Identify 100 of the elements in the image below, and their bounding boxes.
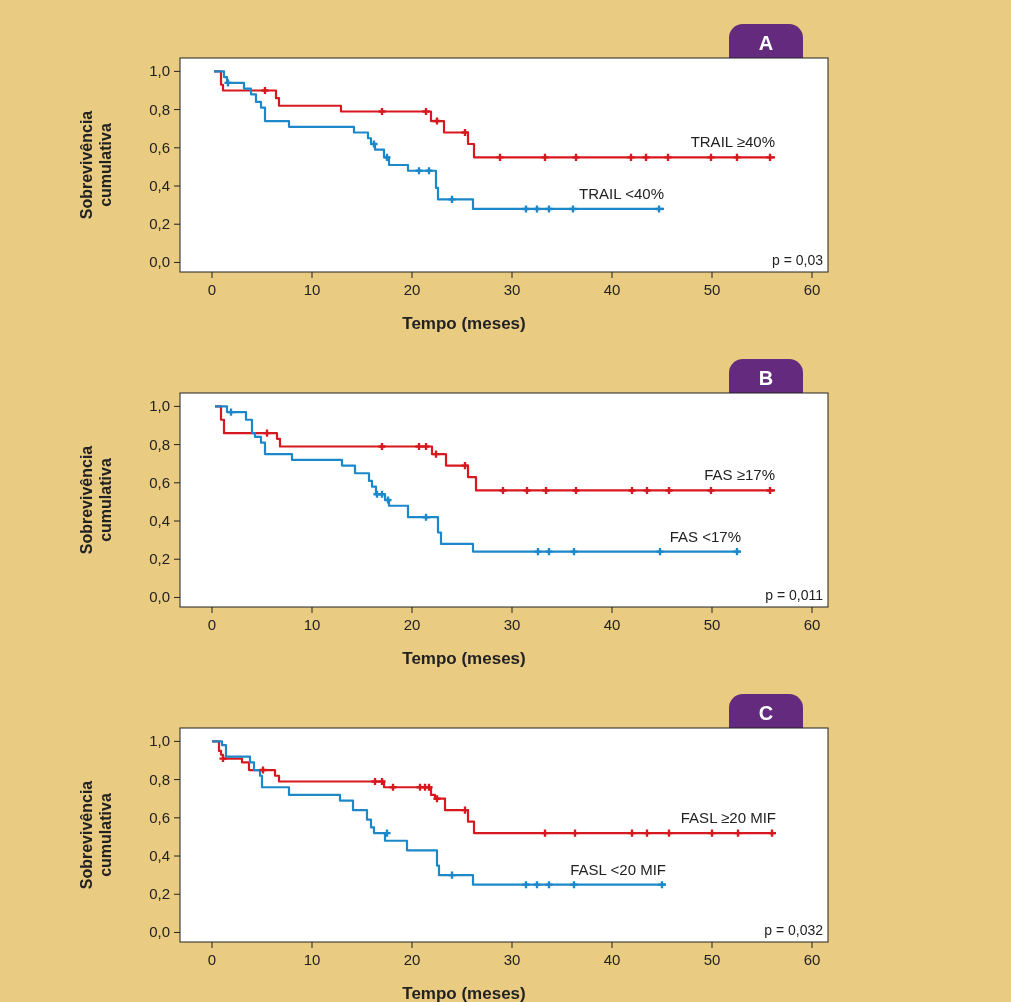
x-tick-label: 60 <box>803 281 821 298</box>
point <box>665 829 673 837</box>
point <box>522 881 530 889</box>
y-tick-label: 0,0 <box>149 923 170 941</box>
point <box>378 107 386 116</box>
annotation: p = 0,03 <box>772 252 824 268</box>
point <box>378 490 386 498</box>
series-label: FASL <20 MIF <box>570 860 666 878</box>
point <box>522 205 530 213</box>
point <box>628 486 636 494</box>
point <box>572 153 580 161</box>
series-label: FASL ≥20 MIF <box>680 809 776 827</box>
point <box>707 153 715 161</box>
point <box>707 486 715 494</box>
point <box>655 205 663 213</box>
point <box>461 128 469 137</box>
y-axis-title: Sobrevivência cumulativa <box>78 445 114 555</box>
y-tick-label: 0,8 <box>149 435 170 453</box>
series-label: FAS <17% <box>669 527 741 545</box>
y-tick-label: 0,6 <box>149 473 170 491</box>
x-tick-label: 50 <box>703 281 721 298</box>
x-tick-label: 30 <box>503 281 521 298</box>
point <box>542 486 550 494</box>
point <box>433 117 441 125</box>
point <box>766 153 774 161</box>
y-tick-label: 0,4 <box>149 177 170 195</box>
y-axis-title: Sobrevivência cumulativa <box>78 110 114 220</box>
point <box>541 829 549 837</box>
point <box>383 829 391 837</box>
point <box>533 205 541 213</box>
point <box>389 783 397 791</box>
point <box>224 79 232 87</box>
x-tick-label: 0 <box>207 951 217 968</box>
point <box>734 829 742 837</box>
point <box>433 795 441 803</box>
point <box>448 195 456 203</box>
point <box>572 486 580 494</box>
y-tick-label: 0,4 <box>149 512 170 530</box>
point <box>545 881 553 889</box>
x-tick-label: 40 <box>603 281 621 298</box>
y-tick-label: 0,4 <box>149 847 170 865</box>
y-tick-label: 0,8 <box>149 100 170 118</box>
y-axis-title: Sobrevivência cumulativa <box>78 780 114 890</box>
point <box>383 153 391 161</box>
point <box>628 829 636 837</box>
x-tick-label: 50 <box>703 616 721 633</box>
point <box>766 486 774 494</box>
x-tick-label: 60 <box>803 951 821 968</box>
annotation: p = 0,011 <box>765 587 824 603</box>
point <box>545 205 553 213</box>
point <box>461 462 469 470</box>
point <box>534 548 542 556</box>
x-tick-label: 20 <box>403 281 421 298</box>
y-tick-label: 0,2 <box>149 215 170 233</box>
point <box>733 153 741 161</box>
point <box>627 153 635 161</box>
chart-title: B <box>758 367 774 389</box>
point <box>569 205 577 213</box>
x-tick-label: 40 <box>603 616 621 633</box>
x-axis-title: Tempo (meses) <box>402 984 526 1002</box>
point <box>432 450 440 458</box>
point <box>384 496 392 504</box>
y-tick-label: 0,0 <box>149 253 170 271</box>
point <box>496 153 504 161</box>
x-tick-label: 30 <box>503 951 521 968</box>
point <box>545 548 553 556</box>
point <box>656 548 664 556</box>
x-tick-label: 10 <box>303 616 321 633</box>
point <box>523 486 531 494</box>
point <box>261 86 269 95</box>
x-tick-label: 30 <box>503 616 521 633</box>
x-tick-label: 60 <box>803 616 821 633</box>
y-tick-label: 0,6 <box>149 808 170 826</box>
series-label: TRAIL <40% <box>579 184 664 202</box>
x-tick-label: 0 <box>207 616 217 633</box>
y-tick-label: 0,0 <box>149 588 170 606</box>
point <box>448 871 456 879</box>
point <box>219 755 227 763</box>
x-tick-label: 40 <box>603 951 621 968</box>
point <box>370 140 378 148</box>
y-tick-label: 0,2 <box>149 885 170 903</box>
x-tick-label: 50 <box>703 951 721 968</box>
point <box>422 442 430 451</box>
x-axis-title: Tempo (meses) <box>402 314 526 333</box>
chart-title: C <box>758 702 774 724</box>
point <box>664 153 672 161</box>
point <box>571 829 579 837</box>
point <box>259 766 267 774</box>
point <box>425 167 433 175</box>
point <box>643 829 651 837</box>
point <box>378 442 386 451</box>
point <box>415 442 423 451</box>
y-tick-label: 0,8 <box>149 770 170 788</box>
x-tick-label: 20 <box>403 951 421 968</box>
x-tick-label: 20 <box>403 616 421 633</box>
y-tick-label: 1,0 <box>149 732 170 750</box>
series-label: FAS ≥17% <box>704 466 775 484</box>
chart-title: A <box>758 32 774 54</box>
x-tick-label: 0 <box>207 281 217 298</box>
point <box>415 167 423 175</box>
